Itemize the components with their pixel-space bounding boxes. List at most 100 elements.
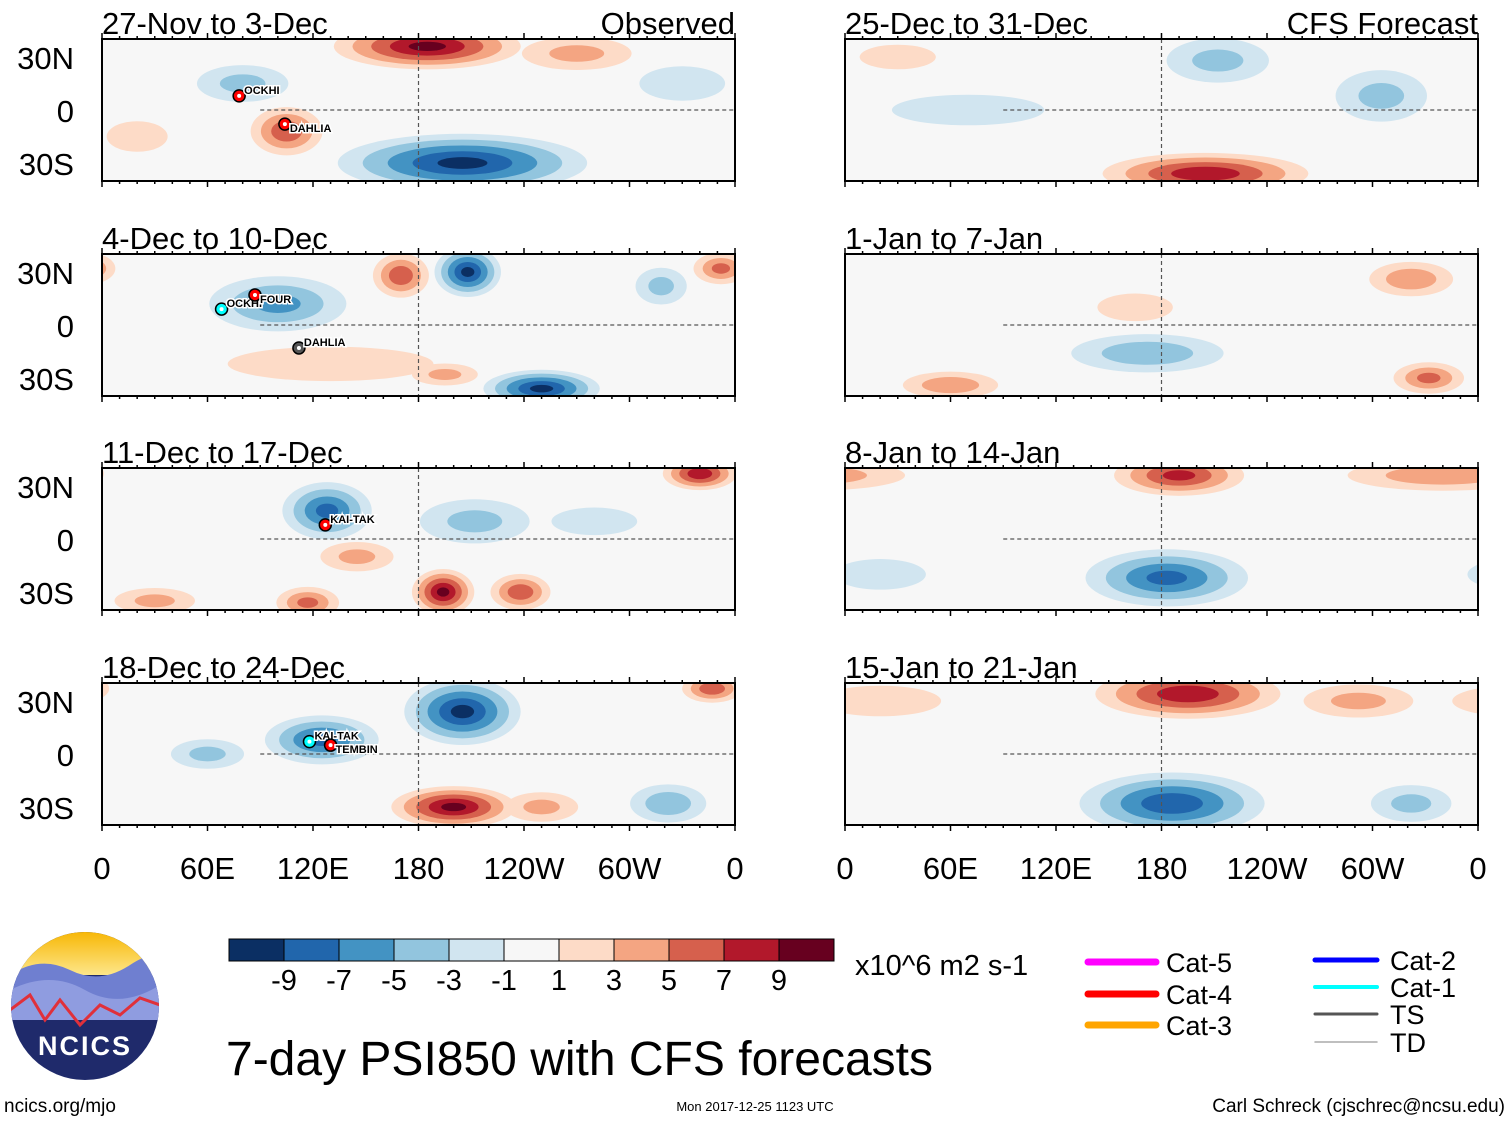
anomaly-contour	[845, 559, 926, 590]
y-tick-label: 30N	[17, 256, 74, 291]
panel-title: 15-Jan to 21-Jan	[845, 650, 1078, 685]
storm-marker: DAHLIA	[278, 117, 333, 137]
anomaly-contour	[1141, 793, 1203, 814]
panel-title: 18-Dec to 24-Dec	[102, 650, 345, 685]
anomaly-contour	[1417, 372, 1441, 384]
y-tick-label: 30S	[19, 791, 74, 826]
anomaly-contour	[102, 254, 116, 282]
anomaly-contour	[1358, 83, 1405, 109]
panel-title: 8-Jan to 14-Jan	[845, 435, 1060, 470]
anomaly-contour	[760, 362, 831, 393]
panel-title: 11-Dec to 17-Dec	[102, 435, 343, 470]
anomaly-contour	[1171, 166, 1240, 181]
colorbar-tick-label: 3	[606, 965, 622, 997]
colorbar-swatch	[228, 938, 285, 962]
anomaly-contour	[648, 276, 674, 296]
colorbar-tick-label: -7	[326, 965, 352, 997]
anomaly-contour	[437, 157, 488, 169]
y-tick-label: 0	[57, 309, 74, 344]
x-tick-label: 180	[1136, 851, 1188, 886]
panel-title: 4-Dec to 10-Dec	[102, 221, 328, 256]
x-tick-label: 60W	[598, 851, 662, 886]
anomaly-contour	[102, 683, 110, 698]
anomaly-contour	[315, 503, 339, 518]
anomaly-contour	[254, 294, 301, 313]
anomaly-contour	[738, 785, 818, 822]
storm-label: KAI-TAK	[330, 514, 374, 526]
x-tick-label: 120W	[1227, 851, 1309, 886]
storm-label: TEMBIN	[336, 744, 378, 756]
anomaly-contour	[461, 266, 475, 278]
x-tick-label: 60W	[1341, 851, 1405, 886]
map-panel: 8-Jan to 14-Jan	[844, 435, 1479, 616]
storm-label: FOUR	[260, 294, 291, 306]
colorbar: -9 -7 -5 -3 -1 1 3 5 7 9	[228, 938, 835, 997]
anomaly-contour	[1097, 293, 1173, 322]
anomaly-contour	[740, 121, 801, 152]
anomaly-contour	[408, 41, 446, 51]
anomaly-contour	[1331, 692, 1386, 710]
anomaly-contour	[768, 594, 808, 607]
colorbar-tick-label: -1	[491, 965, 517, 997]
anomaly-contour	[1452, 688, 1478, 714]
x-tick-label: 0	[726, 851, 743, 886]
anomaly-contour	[428, 368, 462, 380]
storm-marker: TEMBIN	[323, 738, 379, 758]
panel-title: 25-Dec to 31-Dec	[845, 6, 1088, 41]
anomaly-contour	[859, 44, 936, 70]
colorbar-swatch	[723, 938, 780, 962]
track-legend-label: TD	[1390, 1028, 1426, 1058]
track-legend-label: Cat-2	[1390, 946, 1456, 976]
anomaly-contour	[0, 508, 4, 536]
anomaly-contour	[189, 746, 226, 762]
column-label: CFS Forecast	[1287, 6, 1479, 41]
anomaly-contour	[1385, 468, 1478, 485]
anomaly-contour	[551, 507, 638, 536]
anomaly-contour	[436, 587, 450, 597]
x-tick-label: 60E	[923, 851, 978, 886]
anomaly-contour	[921, 377, 980, 394]
anomaly-contour	[507, 584, 534, 600]
anomaly-contour	[1157, 685, 1219, 703]
y-tick-label: 30N	[17, 685, 74, 720]
colorbar-swatch	[778, 938, 835, 962]
anomaly-contour	[134, 594, 175, 608]
anomaly-contour	[529, 384, 554, 393]
track-legend-label: TS	[1390, 1000, 1425, 1030]
x-tick-label: 120E	[277, 851, 349, 886]
y-tick-label: 0	[57, 94, 74, 129]
anomaly-contour	[748, 588, 828, 614]
anomaly-contour	[388, 266, 413, 286]
map-panel: 25-Dec to 31-Dec CFS Forecast	[844, 6, 1479, 187]
anomaly-contour	[441, 802, 467, 812]
y-tick-label: 30N	[17, 470, 74, 505]
y-tick-label: 0	[57, 738, 74, 773]
colorbar-tick-label: -9	[271, 965, 297, 997]
storm-label: DAHLIA	[290, 123, 332, 135]
x-tick-label: 180	[393, 851, 445, 886]
y-tick-label: 30N	[17, 41, 74, 76]
storm-marker: FOUR	[248, 288, 293, 307]
anomaly-contour	[1192, 49, 1244, 72]
map-panel: 1-Jan to 7-Jan	[736, 221, 1479, 402]
track-legend-label: Cat-4	[1166, 980, 1232, 1010]
track-legend-label: Cat-1	[1390, 973, 1456, 1003]
logo-text: NCICS	[38, 1031, 132, 1061]
anomaly-contour	[1146, 570, 1188, 586]
ncics-logo: NCICS	[11, 932, 159, 1080]
storm-label: OCKHI	[244, 85, 279, 97]
footer-timestamp: Mon 2017-12-25 1123 UTC	[676, 1099, 833, 1114]
anomaly-contour	[758, 794, 798, 812]
anomaly-contour	[450, 704, 475, 719]
anomaly-contour	[338, 549, 376, 565]
anomaly-contour	[79, 263, 97, 273]
anomaly-contour	[699, 683, 725, 695]
colorbar-swatch	[283, 938, 340, 962]
anomaly-contour	[736, 262, 820, 296]
anomaly-contour	[1467, 564, 1478, 585]
panel-title: 1-Jan to 7-Jan	[845, 221, 1043, 256]
anomaly-contour	[1162, 470, 1196, 481]
colorbar-tick-label: 7	[716, 965, 732, 997]
